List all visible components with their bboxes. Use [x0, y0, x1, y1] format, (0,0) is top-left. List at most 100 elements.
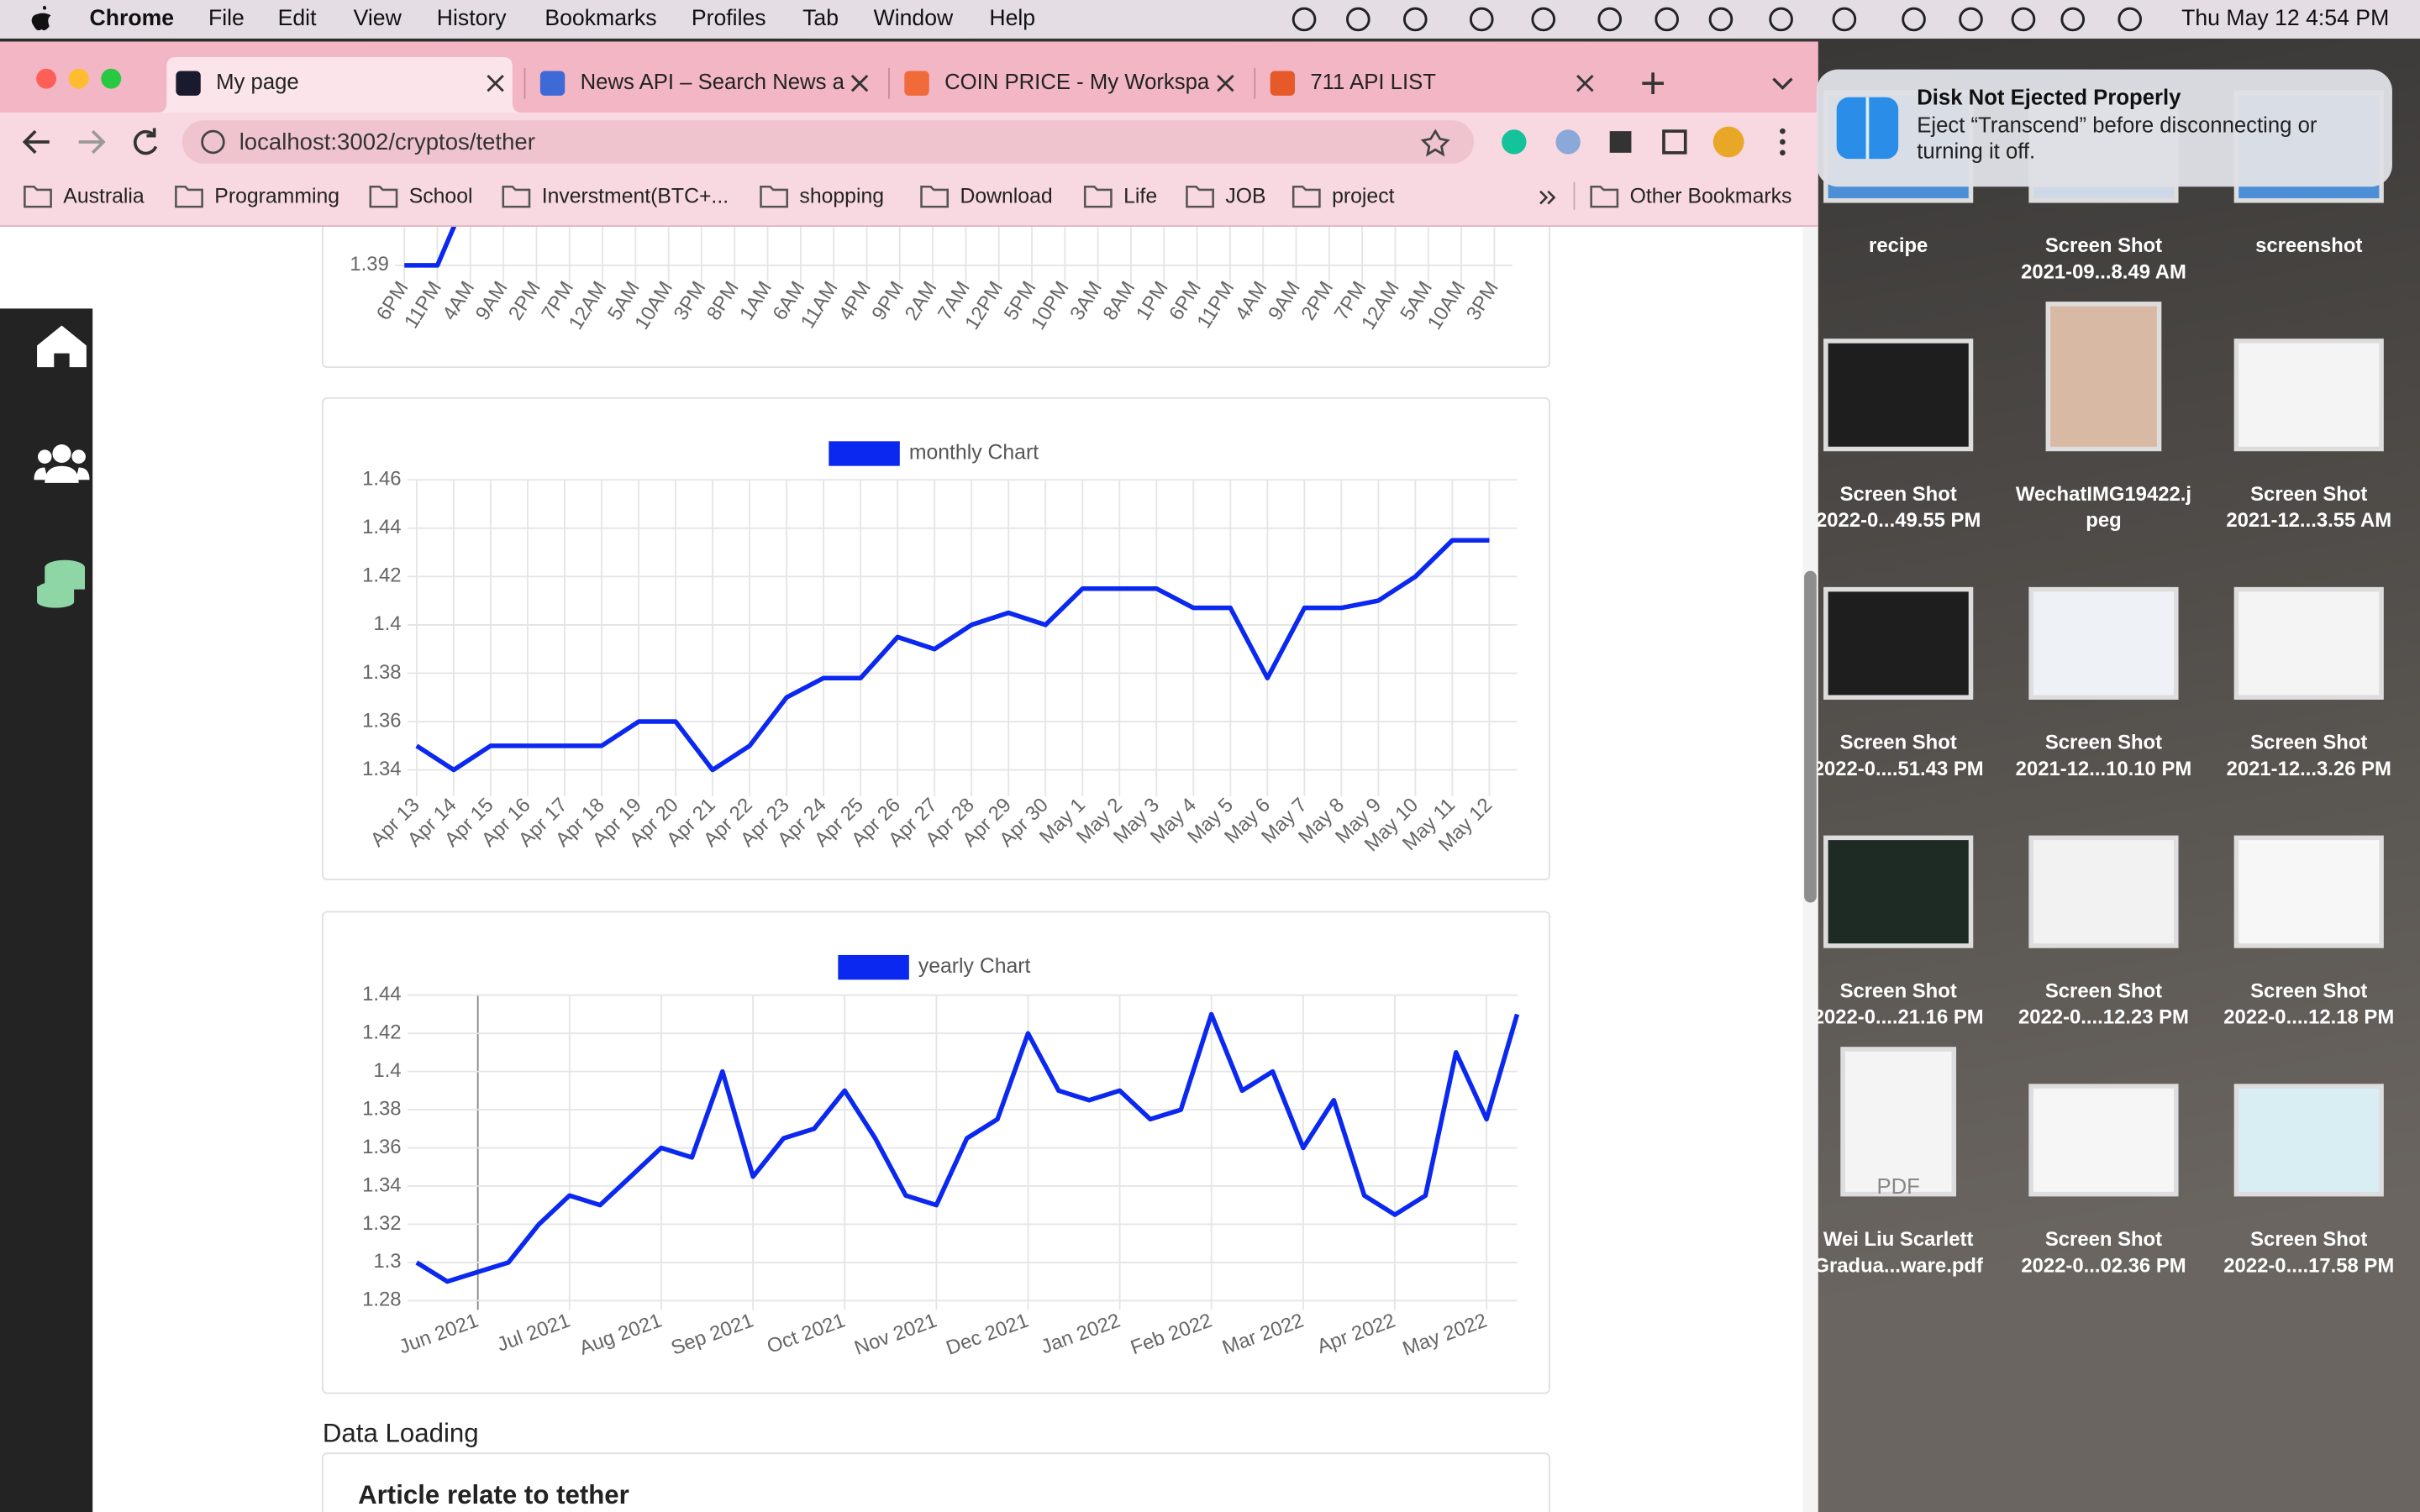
active-tab[interactable]: [157, 56, 522, 113]
extensions-button[interactable]: [1609, 131, 1632, 153]
legend-label[interactable]: monthly Chart: [909, 442, 1039, 465]
bookmark[interactable]: Programming: [214, 186, 339, 208]
status-icon[interactable]: [1959, 7, 1983, 32]
file-label[interactable]: Wei Liu Scarlett: [1823, 1228, 1974, 1251]
side-panel-button[interactable]: [1662, 129, 1687, 155]
file-label[interactable]: Gradua...ware.pdf: [1813, 1254, 1983, 1277]
other-bookmarks[interactable]: Other Bookmarks: [1630, 186, 1792, 208]
menu-item[interactable]: Window: [874, 5, 954, 30]
tab-search-button[interactable]: [1772, 77, 1793, 91]
status-icon[interactable]: [1402, 7, 1428, 32]
reload-button[interactable]: [133, 128, 158, 155]
apple-logo[interactable]: [31, 5, 51, 31]
bookmark[interactable]: Life: [1123, 186, 1157, 208]
tab-close[interactable]: [850, 74, 869, 92]
bookmark[interactable]: Australia: [63, 186, 145, 208]
menu-item[interactable]: Help: [989, 5, 1035, 30]
bookmark-star[interactable]: [1420, 129, 1450, 157]
menu-item[interactable]: File: [208, 5, 245, 30]
scrollbar-thumb[interactable]: [1804, 570, 1817, 903]
file-thumbnail[interactable]: [1823, 835, 1974, 948]
legend-swatch[interactable]: [838, 954, 909, 980]
file-thumbnail[interactable]: [1823, 339, 1974, 452]
file-label[interactable]: 2022-0....17.58 PM: [2223, 1254, 2394, 1277]
bookmark[interactable]: JOB: [1225, 186, 1265, 208]
file-label[interactable]: Screen Shot: [2045, 732, 2162, 754]
zoom-button[interactable]: [101, 68, 122, 89]
status-icon[interactable]: [1708, 7, 1733, 32]
status-icon[interactable]: [2118, 7, 2143, 32]
menu-item[interactable]: Profiles: [692, 5, 766, 30]
status-icon[interactable]: [2011, 7, 2036, 32]
close-button[interactable]: [36, 68, 57, 89]
file-label[interactable]: 2021-09...8.49 AM: [2021, 260, 2186, 283]
back-button[interactable]: [22, 129, 50, 155]
profile-avatar[interactable]: [1712, 126, 1744, 158]
users-icon[interactable]: [34, 444, 90, 483]
file-label[interactable]: 2022-0....51.43 PM: [1813, 758, 1984, 780]
status-icon[interactable]: [2060, 7, 2086, 32]
file-label[interactable]: Screen Shot: [2045, 234, 2162, 257]
url-field[interactable]: [182, 120, 1475, 164]
file-label[interactable]: 2021-12...3.26 PM: [2227, 758, 2391, 780]
file-thumbnail[interactable]: [2233, 586, 2384, 700]
file-label[interactable]: recipe: [1869, 234, 1928, 257]
file-label[interactable]: Screen Shot: [2250, 483, 2367, 506]
bookmark[interactable]: Inverstment(BTC+...: [542, 186, 729, 208]
file-thumbnail[interactable]: [1823, 586, 1974, 700]
menu-item[interactable]: Tab: [802, 5, 839, 30]
status-icon[interactable]: [1469, 7, 1494, 32]
status-icon[interactable]: [1597, 7, 1623, 32]
file-label[interactable]: 2022-0...49.55 PM: [1816, 509, 1981, 532]
file-label[interactable]: 2022-0....12.23 PM: [2018, 1006, 2189, 1029]
file-thumbnail[interactable]: [2233, 339, 2384, 452]
file-thumbnail[interactable]: [2233, 1084, 2384, 1197]
status-icon[interactable]: [1531, 7, 1556, 32]
status-icon[interactable]: [1769, 7, 1793, 32]
file-label[interactable]: 2022-0....12.18 PM: [2223, 1006, 2394, 1029]
menu-item[interactable]: Edit: [278, 5, 317, 30]
menu-item[interactable]: History: [437, 5, 508, 30]
file-thumbnail[interactable]: [2233, 835, 2384, 948]
tab-title[interactable]: News API – Search News a: [581, 71, 845, 94]
legend-swatch[interactable]: [829, 441, 900, 466]
forward-button[interactable]: [78, 129, 106, 155]
file-thumbnail[interactable]: [1840, 1047, 1957, 1197]
file-label[interactable]: Screen Shot: [2250, 732, 2367, 754]
status-icon[interactable]: [1902, 7, 1926, 32]
tab-title[interactable]: COIN PRICE - My Workspa: [944, 71, 1210, 94]
legend-label[interactable]: yearly Chart: [918, 955, 1031, 978]
file-label[interactable]: Screen Shot: [2250, 979, 2367, 1002]
file-label[interactable]: 2021-12...3.55 AM: [2226, 509, 2391, 532]
app-name[interactable]: Chrome: [90, 5, 175, 30]
notification-bg[interactable]: [1816, 69, 2392, 187]
file-label[interactable]: 2022-0....21.16 PM: [1813, 1006, 1984, 1029]
file-label[interactable]: 2021-12...10.10 PM: [2016, 758, 2192, 780]
status-icon[interactable]: [1655, 7, 1679, 32]
tab-close[interactable]: [487, 74, 504, 92]
file-label[interactable]: Screen Shot: [2045, 979, 2162, 1002]
grammarly-extension[interactable]: [1502, 129, 1527, 155]
status-icon[interactable]: [1832, 7, 1857, 32]
bookmark[interactable]: School: [409, 186, 473, 208]
file-thumbnail[interactable]: [2028, 586, 2179, 700]
menu-button[interactable]: [1780, 128, 1786, 156]
file-label[interactable]: WechatIMG19422.j: [2016, 483, 2191, 506]
tab-close[interactable]: [1217, 74, 1234, 92]
status-icon[interactable]: [1346, 7, 1370, 32]
file-label[interactable]: peg: [2086, 509, 2121, 532]
site-info-icon[interactable]: [201, 129, 225, 155]
file-label[interactable]: Screen Shot: [1840, 483, 1957, 506]
bookmark[interactable]: project: [1332, 186, 1394, 208]
file-thumbnail[interactable]: [2045, 302, 2162, 452]
file-label[interactable]: Screen Shot: [2045, 1228, 2162, 1251]
file-thumbnail[interactable]: [2028, 835, 2179, 948]
coins-icon[interactable]: [37, 559, 86, 608]
extension-icon[interactable]: [1555, 129, 1581, 155]
menu-item[interactable]: Bookmarks: [544, 5, 656, 30]
file-label[interactable]: 2022-0...02.36 PM: [2021, 1254, 2186, 1277]
file-label[interactable]: screenshot: [2255, 234, 2362, 257]
tab-title[interactable]: 711 API LIST: [1310, 71, 1436, 94]
menu-item[interactable]: View: [354, 5, 402, 30]
status-icon[interactable]: [1292, 7, 1317, 32]
